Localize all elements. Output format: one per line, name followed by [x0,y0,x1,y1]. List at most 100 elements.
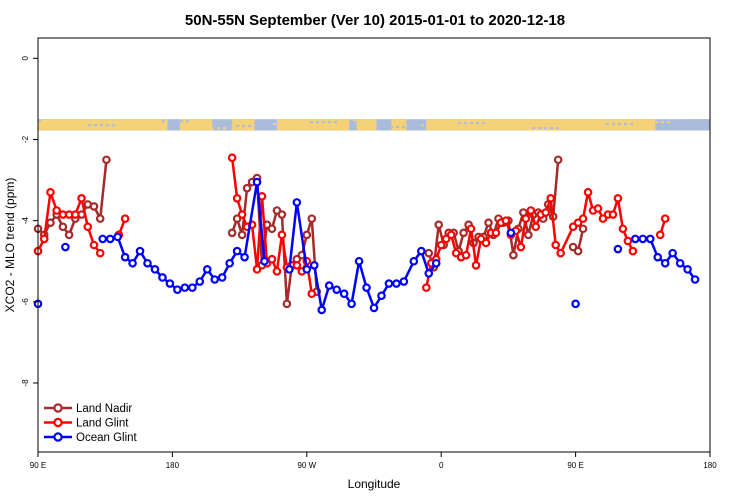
band-speckle [396,126,399,129]
data-point [434,220,444,230]
band-speckle [186,120,189,123]
data-point [553,155,563,165]
data-point [113,232,122,242]
band-speckle [587,125,590,128]
band-speckle [279,123,282,126]
band-speckle [704,119,707,122]
band-speckle [507,120,510,123]
band-speckle [569,125,572,128]
x-tick-label: 90 E [567,461,583,470]
band-speckle [371,119,374,122]
data-point [309,260,319,270]
band-speckle [618,123,621,126]
chart-title: 50N-55N September (Ver 10) 2015-01-01 to… [185,12,565,29]
data-point [317,305,327,315]
data-point [135,246,145,256]
data-point [292,260,302,270]
data-point [52,206,61,215]
data-point [292,198,302,207]
y-tick-label: 0 [21,56,30,61]
data-point [571,299,580,309]
data-point [578,224,588,234]
data-point [461,250,471,260]
band-speckle [236,125,239,128]
data-point [546,194,556,203]
data-point [377,291,386,301]
band-speckle [310,121,313,124]
legend: Land Nadir Land Glint Ocean Glint [44,403,138,444]
band-speckle [94,124,97,127]
data-point [583,187,593,197]
data-point [210,275,220,284]
band-speckle [69,126,72,129]
band-speckle [242,125,245,128]
data-point [232,246,242,256]
band-speckle [655,121,658,124]
band-speckle [223,127,226,130]
band-speckle [421,124,424,127]
band-speckle [593,125,596,128]
data-point [98,234,108,244]
band-speckle [532,127,535,130]
data-point [521,214,531,223]
data-point [120,252,130,262]
data-point [466,224,476,234]
data-point [332,285,341,294]
data-point [237,210,247,219]
data-point [392,279,401,288]
y-tick-label: -8 [21,379,30,387]
data-point [551,240,560,250]
band-speckle [439,124,442,127]
data-point [128,258,137,268]
data-point [302,265,312,274]
data-point [409,256,419,266]
data-point [369,303,379,313]
data-point [188,283,197,292]
data-point [668,248,677,258]
band-speckle [273,123,276,126]
data-point [506,228,516,238]
band-speckle [464,122,467,125]
band-speckle [75,126,78,129]
band-speckle [260,125,263,128]
band-speckle [470,122,473,125]
data-point [541,208,551,217]
data-point [77,194,86,203]
x-tick-label: 90 W [297,461,316,470]
data-point [95,248,105,258]
data-point [509,250,518,260]
axis-layer: 90 E 180 90 W 0 90 E 180 0 -2 -4 -6 -8 [21,56,717,470]
band-speckle [667,121,670,124]
band-speckle [698,119,701,122]
x-tick-label: 180 [703,461,717,470]
band-speckle [347,119,350,122]
band-speckle [556,127,559,130]
band-speckle [359,119,362,122]
band-speckle [445,124,448,127]
band-speckle [624,123,627,126]
data-point [683,265,692,274]
data-point [501,216,511,225]
data-point [46,218,55,227]
band-speckle [384,126,387,129]
band-speckle [322,121,325,124]
data-point [526,206,536,215]
data-point [61,242,70,252]
band-speckle [328,121,331,124]
band-speckle [51,126,54,129]
band-land-segment [426,119,656,131]
legend-swatch-marker [53,432,63,442]
band-speckle [365,119,368,122]
data-point [660,214,670,223]
data-point [307,289,317,299]
data-point [180,283,190,292]
band-speckle [162,120,165,123]
band-speckle [643,121,646,124]
data-point [282,299,292,309]
legend-label: Land Nadir [76,403,132,415]
band-land-segment [276,119,350,131]
band-speckle [180,120,183,123]
x-tick-label: 0 [439,461,444,470]
